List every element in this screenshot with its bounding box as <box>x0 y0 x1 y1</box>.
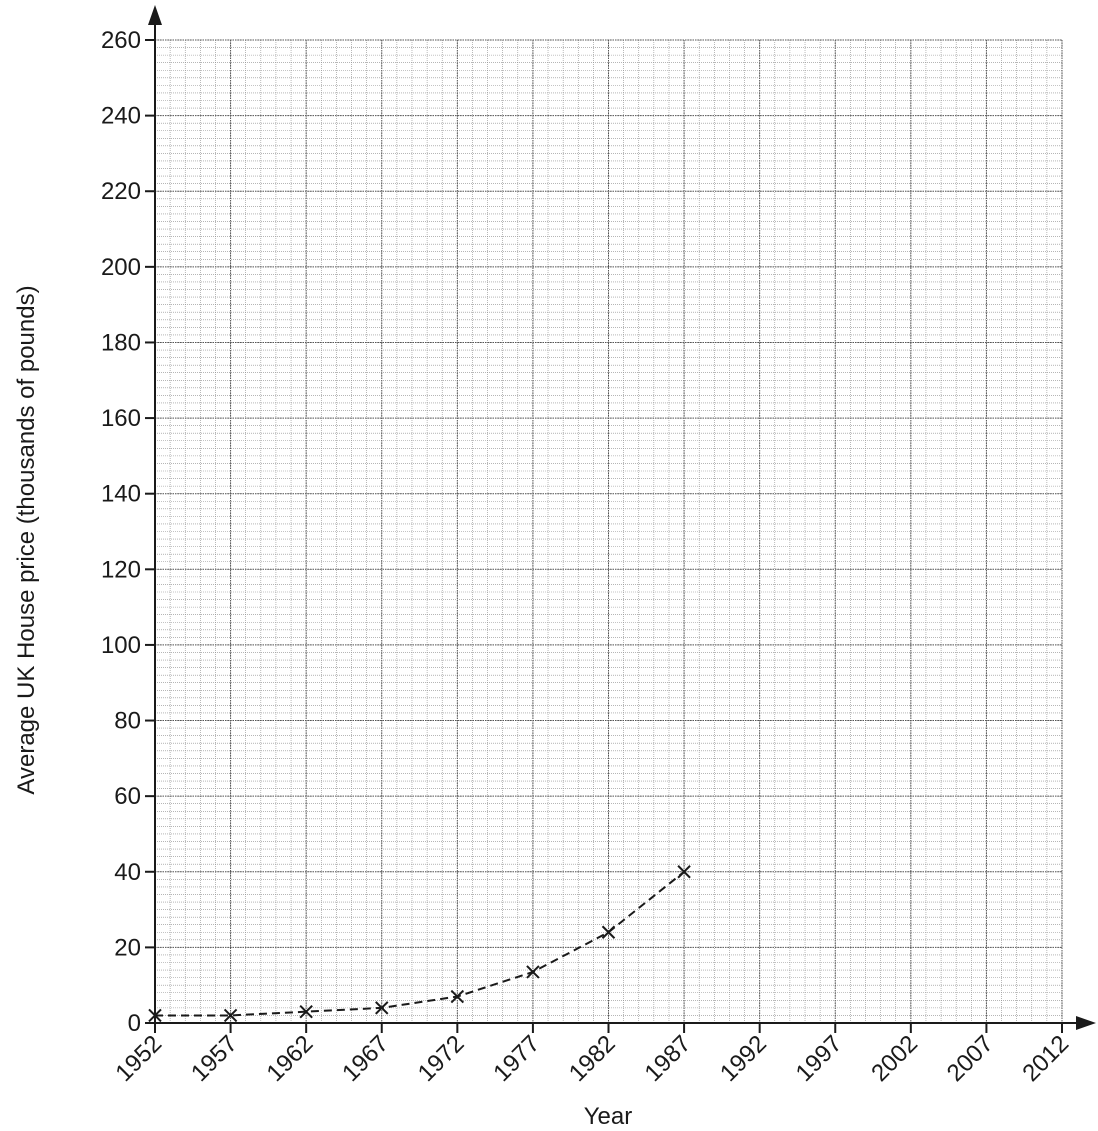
y-tick-label: 120 <box>101 556 141 583</box>
marker-stroke <box>223 1008 238 1023</box>
x-tick-label: 2007 <box>942 1030 999 1087</box>
y-tick-label: 200 <box>101 254 141 281</box>
marker-stroke <box>677 865 691 879</box>
y-tick-label: 80 <box>114 708 141 735</box>
y-tick-label: 140 <box>101 481 141 508</box>
marker-stroke <box>375 1001 389 1015</box>
data-point-marker <box>223 1008 238 1023</box>
x-tick-label: 1982 <box>564 1030 621 1087</box>
marker-stroke <box>148 1008 162 1023</box>
y-tick-label: 260 <box>101 27 141 54</box>
series-line <box>155 870 685 1017</box>
x-tick-label: 1987 <box>639 1030 696 1087</box>
major-grid <box>154 39 1063 1024</box>
y-tick-labels: 0 20 40 60 80 100 120 140 160 180 200 220 240 260 <box>101 27 155 1037</box>
y-tick-label: 60 <box>114 783 141 810</box>
x-axis-title: Year <box>584 1103 633 1130</box>
y-tick-label: 40 <box>114 859 141 886</box>
y-tick-label: 160 <box>101 405 141 432</box>
y-tick-label: 220 <box>101 178 141 205</box>
x-tick-label: 1957 <box>186 1030 243 1087</box>
x-tick-label: 1962 <box>262 1030 319 1087</box>
x-tick-label: 2012 <box>1017 1030 1074 1087</box>
data-point-marker <box>148 1008 162 1023</box>
data-point-marker <box>677 865 691 879</box>
marker-stroke <box>450 989 465 1004</box>
x-tick-label: 1972 <box>413 1030 470 1087</box>
y-axis-arrowhead <box>148 5 162 25</box>
x-axis-arrowhead <box>1076 1016 1096 1030</box>
y-axis-title: Average UK House price (thousands of pou… <box>13 285 40 794</box>
x-tick-label: 1967 <box>337 1030 394 1087</box>
data-point-marker <box>526 965 540 979</box>
marker-stroke <box>601 925 616 939</box>
data-point-marker <box>601 925 616 939</box>
x-tick-label: 1952 <box>110 1030 167 1087</box>
x-tick-labels: 1952 1957 1962 1967 1972 1977 1982 1987 1992 1997… <box>110 1023 1074 1087</box>
y-tick-label: 180 <box>101 329 141 356</box>
y-tick-label: 0 <box>128 1010 141 1037</box>
price-series <box>148 865 691 1023</box>
x-tick-label: 1997 <box>791 1030 848 1087</box>
x-tick-label: 2002 <box>866 1030 923 1087</box>
axes <box>148 5 1096 1030</box>
x-tick-label: 1992 <box>715 1030 772 1087</box>
marker-stroke <box>299 1004 313 1019</box>
y-tick-label: 240 <box>101 103 141 130</box>
y-tick-label: 100 <box>101 632 141 659</box>
x-tick-label: 1977 <box>488 1030 545 1087</box>
marker-stroke <box>526 965 540 979</box>
y-tick-label: 20 <box>114 934 141 961</box>
data-point-marker <box>375 1001 389 1015</box>
data-point-marker <box>450 989 465 1004</box>
data-point-marker <box>299 1004 313 1019</box>
